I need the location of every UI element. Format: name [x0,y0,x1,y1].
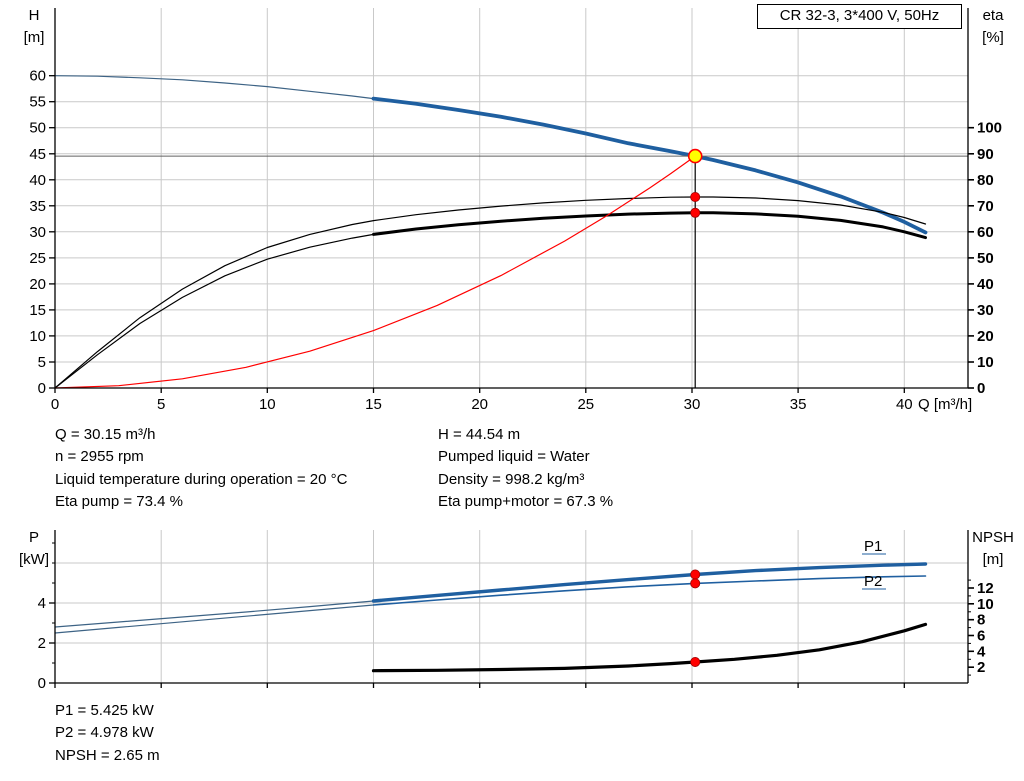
right-axis-title: NPSH [972,529,1014,546]
right-tick-label: 70 [977,198,994,215]
x-tick-label: 5 [157,396,165,413]
series-p1-curve [371,562,928,603]
head-readout: H = 44.54 m [438,426,521,443]
left-tick-label: 10 [29,328,46,345]
left-tick-label: 55 [29,94,46,111]
operating-data-left-column: Q = 30.15 m³/h n = 2955 rpm Liquid tempe… [55,424,347,514]
right-tick-label: 80 [977,172,994,189]
x-tick-label: 30 [684,396,701,413]
right-tick-label: 20 [977,328,994,345]
left-axis-title: H [29,7,40,24]
series-pump-curve-thin [54,75,375,100]
x-axis-title: Q [m³/h] [918,396,972,413]
right-tick-label: 10 [977,354,994,371]
pumped-liquid-readout: Pumped liquid = Water [438,448,590,466]
left-axis-title: P [29,529,39,546]
operating-data-right-column: H = 44.54 m Pumped liquid = Water Densit… [438,424,613,514]
left-tick-label: 50 [29,120,46,137]
eta-pump-motor-readout: Eta pump+motor = 67.3 % [438,493,614,511]
power-data-column: P1 = 5.425 kW P2 = 4.978 kW NPSH = 2.65 … [55,700,160,767]
series-p2-curve [372,575,927,606]
left-tick-label: 35 [29,198,46,215]
series-eta-pump-motor-curve [372,211,927,240]
x-tick-label: 10 [259,396,276,413]
flow-readout: Q = 30.15 m³/h [55,426,156,443]
right-axis-title: [%] [982,29,1004,46]
curve-label-P1: P1 [864,538,882,555]
right-tick-label: 50 [977,250,994,267]
left-axis-title: [m] [24,29,45,46]
left-tick-label: 2 [38,635,46,652]
series-p1-curve-thin [54,600,375,628]
curve-label-P2: P2 [864,573,882,590]
right-tick-label: 2 [977,659,985,676]
x-tick-label: 25 [577,396,594,413]
right-tick-label: 60 [977,224,994,241]
right-tick-label: 6 [977,628,985,645]
left-tick-label: 30 [29,224,46,241]
density-readout: Density = 998.2 kg/m³ [438,470,585,488]
series-system-curve [54,155,696,389]
series-pump-curve [371,96,928,235]
right-tick-label: 90 [977,146,994,163]
right-tick-label: 12 [977,580,994,597]
left-tick-label: 4 [38,595,46,612]
right-tick-label: 30 [977,302,994,319]
eta-pump-readout: Eta pump = 73.4 % [55,493,183,511]
left-tick-label: 15 [29,302,46,319]
right-tick-label: 4 [977,643,986,660]
marker-eta-pump-point [690,191,701,202]
right-tick-label: 0 [977,380,985,397]
right-tick-label: 10 [977,596,994,613]
left-tick-label: 0 [38,675,46,692]
x-tick-label: 40 [896,396,913,413]
p2-readout: P2 = 4.978 kW [55,724,154,742]
right-axis-title: [m] [983,551,1004,568]
left-tick-label: 0 [38,380,46,397]
marker-eta-pump-motor-point [690,207,701,218]
left-tick-label: 60 [29,68,46,85]
x-tick-label: 15 [365,396,382,413]
p1-readout: P1 = 5.425 kW [55,702,154,719]
marker-p2-point [690,578,701,589]
series-p2-curve-thin [54,604,375,634]
x-tick-label: 35 [790,396,807,413]
right-tick-label: 40 [977,276,994,293]
x-tick-label: 0 [51,396,59,413]
left-tick-label: 5 [38,354,46,371]
right-tick-label: 8 [977,612,985,629]
marker-p1-point [690,569,701,580]
series-npsh-curve [371,622,928,673]
left-tick-label: 45 [29,146,46,163]
right-axis-title: eta [983,7,1005,24]
pump-model-title-box: CR 32-3, 3*400 V, 50Hz [757,4,962,29]
left-tick-label: 20 [29,276,46,293]
npsh-readout: NPSH = 2.65 m [55,746,160,764]
marker-duty-point[interactable] [687,148,703,164]
top-chart-svg: 0510152025303540455055600102030405060708… [24,7,1005,413]
marker-npsh-point [690,656,701,667]
series-eta-pump-motor-thin [54,233,375,389]
liquid-temperature-readout: Liquid temperature during operation = 20… [55,470,348,488]
left-tick-label: 25 [29,250,46,267]
speed-readout: n = 2955 rpm [55,448,144,466]
left-tick-label: 40 [29,172,46,189]
left-axis-title: [kW] [19,551,49,568]
right-tick-label: 100 [977,120,1002,137]
series-eta-pump-curve [54,196,927,389]
x-tick-label: 20 [471,396,488,413]
